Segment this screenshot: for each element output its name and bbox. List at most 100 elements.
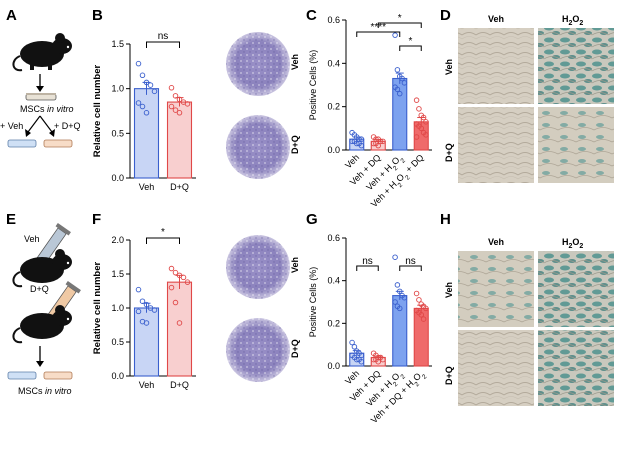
- y-axis-label: Positive Cells (%): [308, 267, 318, 338]
- data-point: [358, 136, 365, 142]
- bar: [133, 307, 160, 377]
- significance-bracket: [377, 22, 422, 28]
- data-point: [168, 284, 175, 291]
- panel-letter-G: G: [306, 211, 318, 228]
- dish-label-top-dq: D+Q: [290, 135, 300, 154]
- y-axis-label: Relative cell number: [92, 65, 103, 158]
- data-point: [413, 97, 420, 103]
- data-point: [394, 86, 401, 93]
- text-in-vitro-e: in vitro: [45, 386, 72, 396]
- dish-pair-icon: [7, 371, 73, 380]
- dish-veh-icon: [7, 139, 37, 148]
- micro-d-veh-h2o2: [538, 28, 614, 104]
- mouse-icon-e1: [12, 249, 72, 288]
- bar: [166, 281, 193, 377]
- dish-top-veh: [226, 32, 290, 96]
- data-point: [139, 72, 146, 79]
- data-point: [135, 286, 142, 293]
- x-tick-label: D+Q: [170, 182, 189, 192]
- text-dq-e: D+Q: [30, 284, 49, 294]
- y-tick-label: 0.2: [327, 318, 340, 328]
- data-point: [375, 358, 382, 365]
- data-point: [401, 294, 408, 301]
- y-axis-label: Positive Cells (%): [308, 50, 318, 121]
- chart-f: 0.0 0.5 1.0 1.5 2.0 Relative cell number Veh D+…: [92, 227, 196, 390]
- data-point: [354, 356, 360, 363]
- y-tick-label: 0.0: [327, 361, 340, 371]
- data-point: [135, 100, 142, 106]
- data-point: [399, 75, 405, 82]
- dish-bottom-veh: [226, 235, 290, 299]
- significance-bracket: [356, 265, 379, 271]
- data-point: [147, 82, 154, 88]
- panel-letter-B: B: [92, 7, 103, 24]
- y-tick-label: 1.5: [111, 269, 124, 279]
- y-tick-label: 0.0: [327, 145, 340, 155]
- mouse-icon-e2: [12, 305, 72, 344]
- significance-label: *: [161, 227, 165, 238]
- svg-text:MSCs in vitro: MSCs in vitro: [20, 104, 74, 114]
- data-point: [375, 142, 382, 149]
- data-point: [416, 297, 422, 303]
- data-point: [172, 269, 179, 276]
- micro-d-dq-h2o2: [538, 107, 614, 183]
- data-point: [420, 114, 427, 121]
- x-tick-label: Veh: [139, 182, 155, 192]
- y-tick-label: 1.0: [111, 303, 124, 313]
- micro-d-row-dq: D+Q: [444, 143, 454, 162]
- data-point: [143, 79, 150, 86]
- data-point: [358, 352, 365, 359]
- microscopy-d: Veh H2O2 Veh D+Q: [444, 14, 614, 183]
- significance-label: ns: [158, 31, 169, 42]
- data-point: [139, 298, 146, 304]
- y-tick-label: 0.5: [111, 337, 124, 347]
- micro-d-col-veh: Veh: [488, 14, 504, 24]
- micro-h-row-veh: Veh: [444, 282, 454, 298]
- data-point: [168, 85, 175, 91]
- y-tick-label: 0.6: [327, 15, 340, 25]
- dish-top-dq: [226, 115, 290, 179]
- y-tick-label: 0.4: [327, 276, 340, 286]
- significance-bracket: [399, 265, 422, 271]
- schematic-a: MSCs in vitro + Veh + D+Q: [0, 33, 81, 148]
- panel-letter-D: D: [440, 7, 451, 24]
- microscopy-h: Veh H2O2 Veh D+Q: [444, 237, 614, 406]
- y-axis-label: Relative cell number: [92, 262, 103, 355]
- data-point: [377, 138, 384, 145]
- data-point: [143, 110, 150, 116]
- data-point: [394, 282, 401, 288]
- x-tick-label: Veh: [343, 152, 361, 170]
- micro-h-dq-veh: [458, 330, 534, 406]
- significance-label: ns: [362, 256, 373, 267]
- data-point: [423, 119, 429, 125]
- panel-letter-E: E: [6, 211, 16, 228]
- data-point: [397, 288, 403, 295]
- panel-letter-C: C: [306, 7, 317, 24]
- micro-h-veh-h2o2: [538, 251, 614, 327]
- data-point: [176, 110, 183, 116]
- micro-d-row-veh: Veh: [444, 59, 454, 75]
- dish-bottom-dq: [226, 318, 290, 382]
- data-point: [394, 67, 401, 73]
- data-point: [380, 356, 386, 363]
- dish-label-top-veh: Veh: [290, 54, 300, 70]
- data-point: [358, 358, 365, 365]
- data-point: [172, 299, 179, 306]
- data-point: [172, 93, 179, 99]
- data-point: [358, 142, 365, 149]
- data-point: [151, 88, 158, 95]
- data-point: [413, 290, 420, 297]
- y-tick-label: 0.6: [327, 233, 340, 243]
- data-point: [370, 356, 377, 363]
- dish-dq-icon: [43, 139, 73, 148]
- micro-h-col-h2o2: H2O2: [562, 237, 583, 250]
- data-point: [176, 320, 183, 326]
- text-veh-e: Veh: [24, 234, 40, 244]
- petri-dish-icon: [25, 93, 57, 101]
- data-point: [176, 96, 183, 103]
- data-point: [168, 103, 175, 110]
